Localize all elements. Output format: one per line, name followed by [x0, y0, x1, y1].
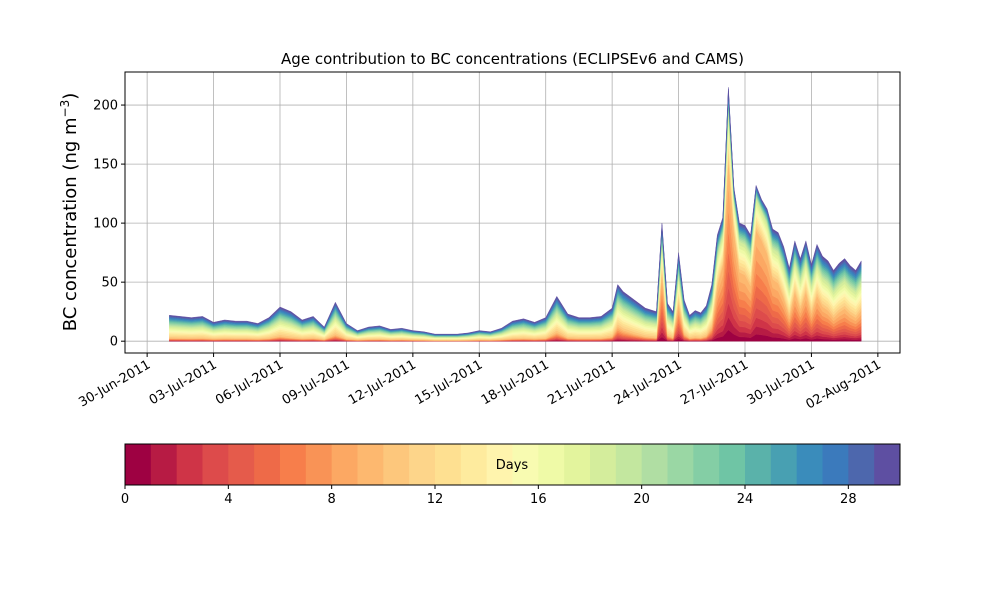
- colorbar-tick-label: 28: [840, 492, 857, 507]
- colorbar-segment: [538, 444, 565, 485]
- colorbar-segment: [590, 444, 617, 485]
- colorbar-segment: [305, 444, 333, 485]
- y-tick-label: 150: [93, 158, 118, 173]
- x-tick-label: 24-Jul-2011: [612, 357, 685, 408]
- colorbar-segment: [512, 444, 539, 485]
- x-tick-label: 30-Jun-2011: [76, 357, 153, 410]
- x-tick-label: 02-Aug-2011: [804, 357, 884, 412]
- colorbar-segment: [150, 444, 178, 485]
- y-tick-label: 50: [101, 276, 118, 291]
- colorbar-segment: [435, 444, 462, 485]
- colorbar-segment: [202, 444, 229, 485]
- colorbar-segment: [460, 444, 488, 485]
- colorbar-tick-label: 4: [224, 492, 232, 507]
- colorbar-segment: [564, 444, 591, 485]
- x-tick-label: 18-Jul-2011: [479, 357, 552, 408]
- colorbar-segment: [176, 444, 203, 485]
- colorbar-frame: [124, 443, 901, 486]
- colorbar-segment: [874, 444, 901, 485]
- chart-title: Age contribution to BC concentrations (E…: [281, 50, 744, 68]
- colorbar-segment: [280, 444, 307, 485]
- colorbar-segment: [254, 444, 281, 485]
- colorbar-segment: [409, 444, 436, 485]
- colorbar-segment: [745, 444, 772, 485]
- colorbar-segment: [331, 444, 358, 485]
- x-tick-label: 21-Jul-2011: [545, 357, 618, 408]
- x-tick-label: 12-Jul-2011: [346, 357, 419, 408]
- colorbar-segment: [641, 444, 668, 485]
- colorbar-tick-label: 0: [121, 492, 129, 507]
- y-axis: 0 50 100 150 200: [93, 99, 125, 350]
- colorbar-segment: [486, 444, 513, 485]
- y-axis-label: BC concentration (ng m−3): [58, 93, 81, 332]
- colorbar-segment: [822, 444, 849, 485]
- y-tick-label: 100: [93, 217, 118, 232]
- age-band-day-29: [169, 87, 862, 335]
- colorbar: 0 4 8 12 16 20 24 28: [121, 443, 901, 507]
- colorbar-segment: [848, 444, 875, 485]
- x-tick-label: 27-Jul-2011: [678, 357, 751, 408]
- colorbar-segment: [770, 444, 798, 485]
- x-tick-label: 09-Jul-2011: [280, 357, 353, 408]
- colorbar-tick-label: 16: [530, 492, 547, 507]
- x-tick-label: 15-Jul-2011: [412, 357, 485, 408]
- y-tick-label: 200: [93, 99, 118, 114]
- colorbar-segment: [719, 444, 746, 485]
- colorbar-label: Days: [496, 458, 529, 473]
- colorbar-segment: [383, 444, 410, 485]
- colorbar-segment: [125, 444, 152, 485]
- colorbar-tick-label: 12: [427, 492, 444, 507]
- x-axis: 30-Jun-201103-Jul-201106-Jul-201109-Jul-…: [76, 353, 884, 413]
- y-tick-label: 0: [110, 335, 118, 350]
- colorbar-tick-label: 8: [328, 492, 336, 507]
- x-tick-label: 06-Jul-2011: [213, 357, 286, 408]
- colorbar-tick-label: 20: [633, 492, 650, 507]
- plot-frame: [124, 71, 901, 354]
- colorbar-tick-label: 24: [737, 492, 754, 507]
- colorbar-segment: [667, 444, 694, 485]
- x-tick-label: 03-Jul-2011: [147, 357, 220, 408]
- colorbar-segment: [228, 444, 255, 485]
- colorbar-segment: [615, 444, 643, 485]
- colorbar-segment: [357, 444, 384, 485]
- colorbar-segment: [693, 444, 720, 485]
- colorbar-segment: [796, 444, 823, 485]
- stacked-areas: [169, 87, 862, 342]
